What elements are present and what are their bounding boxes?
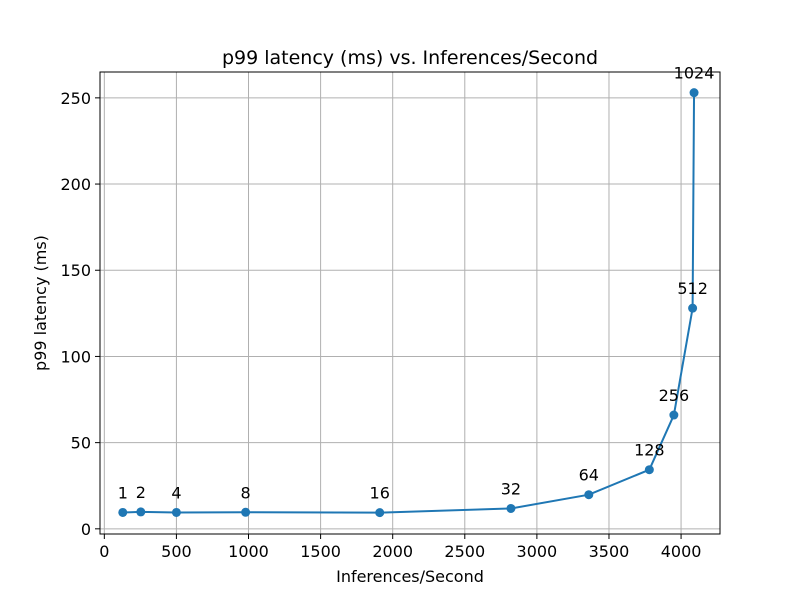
point-label: 1024 — [674, 64, 715, 83]
x-tick-label: 2500 — [444, 542, 485, 561]
axis-ticks: 0 500 1000 1500 2000 2500 3000 3500 4000 0 50 100 15… — [60, 89, 701, 561]
point-label: 256 — [659, 386, 690, 405]
point-label: 16 — [370, 484, 390, 503]
point-label: 2 — [136, 483, 146, 502]
x-tick-label: 500 — [161, 542, 192, 561]
point-label: 64 — [579, 466, 599, 485]
y-tick-label: 150 — [60, 261, 91, 280]
x-tick-label: 3000 — [517, 542, 558, 561]
data-point — [688, 303, 698, 313]
data-point — [118, 507, 128, 517]
data-point — [375, 508, 385, 518]
data-point — [689, 88, 699, 98]
data-point — [584, 490, 594, 500]
point-label: 4 — [171, 483, 181, 502]
data-series — [118, 88, 699, 518]
y-tick-label: 50 — [71, 434, 91, 453]
y-axis-title: p99 latency (ms) — [31, 235, 50, 371]
x-tick-label: 0 — [99, 542, 109, 561]
x-axis-title: Inferences/Second — [336, 567, 484, 586]
point-labels: 1 2 4 8 16 32 64 128 256 512 1024 — [118, 64, 715, 503]
data-point — [669, 410, 679, 420]
point-label: 1 — [118, 483, 128, 502]
y-tick-label: 100 — [60, 347, 91, 366]
plot-frame — [99, 71, 721, 535]
data-point — [241, 507, 251, 517]
point-label: 128 — [634, 441, 665, 460]
data-point — [171, 507, 181, 517]
data-point — [644, 465, 654, 475]
y-tick-label: 250 — [60, 89, 91, 108]
data-point — [506, 503, 516, 513]
x-tick-label: 2000 — [372, 542, 413, 561]
point-label: 8 — [241, 483, 251, 502]
x-tick-label: 1500 — [300, 542, 341, 561]
point-label: 512 — [677, 279, 708, 298]
x-tick-label: 3500 — [589, 542, 630, 561]
chart-title: p99 latency (ms) vs. Inferences/Second — [222, 47, 598, 69]
x-tick-label: 1000 — [228, 542, 269, 561]
x-tick-label: 4000 — [661, 542, 702, 561]
point-label: 32 — [501, 479, 521, 498]
y-tick-label: 0 — [81, 520, 91, 539]
data-point — [136, 507, 146, 517]
y-tick-label: 200 — [60, 175, 91, 194]
grid-lines — [100, 72, 720, 534]
